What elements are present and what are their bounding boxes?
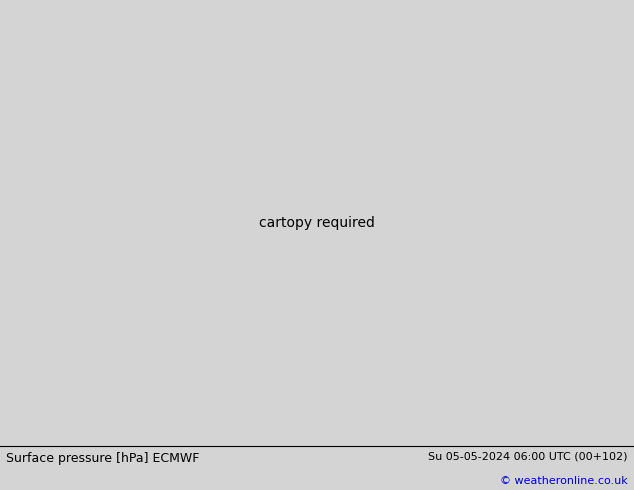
Text: cartopy required: cartopy required bbox=[259, 216, 375, 230]
Text: Surface pressure [hPa] ECMWF: Surface pressure [hPa] ECMWF bbox=[6, 452, 200, 465]
Text: © weatheronline.co.uk: © weatheronline.co.uk bbox=[500, 476, 628, 486]
Text: Su 05-05-2024 06:00 UTC (00+102): Su 05-05-2024 06:00 UTC (00+102) bbox=[428, 452, 628, 462]
